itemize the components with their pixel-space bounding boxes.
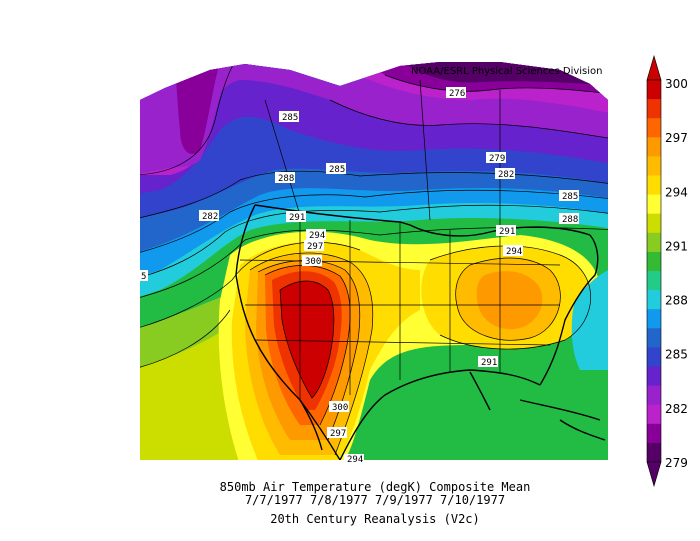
svg-text:288: 288	[278, 174, 294, 184]
svg-text:5: 5	[141, 272, 146, 282]
colorbar-segment	[647, 118, 661, 138]
contour-label: 288	[275, 172, 295, 184]
contour-label: 282	[495, 168, 515, 180]
colorbar-segment	[647, 271, 661, 291]
contour-label: 297	[304, 240, 324, 252]
svg-text:294: 294	[506, 247, 522, 257]
colorbar-segment	[647, 290, 661, 310]
contour-label: 294	[306, 229, 326, 241]
contour-label: 276	[446, 87, 466, 99]
contour-label: 282	[199, 210, 219, 222]
svg-text:300: 300	[332, 403, 348, 413]
colorbar-segment	[647, 137, 661, 157]
contour-label: 297	[327, 427, 347, 439]
colorbar-segment	[647, 194, 661, 215]
svg-text:291: 291	[289, 213, 305, 223]
colorbar-segment	[647, 232, 661, 253]
caption-title: 850mb Air Temperature (degK) Composite M…	[219, 480, 531, 494]
colorbar-tick-label: 291	[665, 239, 688, 253]
map-fill	[140, 62, 608, 460]
contour-label: 294	[344, 454, 364, 465]
contour-labels: 276 285 279 282 285 288 285 288 282 291 …	[140, 87, 579, 465]
svg-text:282: 282	[498, 170, 514, 180]
colorbar-segment	[647, 328, 661, 348]
colorbar-tick-label: 279	[665, 456, 688, 470]
colorbar-tick-label: 300	[665, 77, 688, 91]
colorbar-top-arrow	[646, 54, 662, 81]
colorbar-segment	[647, 442, 661, 463]
svg-text:300: 300	[305, 257, 321, 267]
colorbar-segment	[647, 156, 661, 176]
svg-text:297: 297	[307, 242, 323, 252]
colorbar-tick-label: 285	[665, 348, 688, 362]
colorbar: 300 297 294 291 288 285 282 279	[646, 54, 688, 488]
colorbar-segment	[647, 175, 661, 196]
contour-label: 291	[496, 225, 516, 237]
svg-text:276: 276	[449, 89, 465, 99]
svg-text:285: 285	[562, 192, 578, 202]
contour-label: 291	[286, 211, 306, 223]
colorbar-tick-label: 294	[665, 185, 688, 199]
colorbar-segment	[647, 80, 661, 100]
colorbar-segment	[647, 251, 661, 272]
svg-text:285: 285	[282, 113, 298, 123]
colorbar-segment	[647, 385, 661, 406]
contour-label: 285	[326, 163, 346, 175]
colorbar-segment	[647, 309, 661, 329]
contour-label: 5	[140, 270, 148, 282]
svg-text:285: 285	[329, 165, 345, 175]
colorbar-segment	[647, 423, 661, 444]
svg-text:291: 291	[481, 358, 497, 368]
contour-label: 300	[329, 401, 349, 413]
caption-source: 20th Century Reanalysis (V2c)	[270, 512, 480, 526]
caption-dates: 7/7/1977 7/8/1977 7/9/1977 7/10/1977	[244, 493, 506, 507]
svg-text:297: 297	[330, 429, 346, 439]
svg-text:291: 291	[499, 227, 515, 237]
contour-label: 285	[559, 190, 579, 202]
colorbar-segment	[647, 99, 661, 119]
credit-text: NOAA/ESRL Physical Sciences Division	[411, 66, 603, 77]
colorbar-segment	[647, 404, 661, 425]
contour-label: 288	[559, 213, 579, 225]
colorbar-segment	[647, 213, 661, 234]
colorbar-tick-label: 282	[665, 402, 688, 416]
contour-label: 294	[503, 245, 523, 257]
colorbar-tick-label: 297	[665, 131, 688, 145]
colorbar-tick-label: 288	[665, 294, 688, 308]
svg-text:294: 294	[309, 231, 325, 241]
colorbar-segment	[647, 366, 661, 387]
colorbar-segment	[647, 347, 661, 367]
svg-text:294: 294	[347, 455, 363, 465]
svg-text:279: 279	[489, 154, 505, 164]
svg-text:288: 288	[562, 215, 578, 225]
contour-label: 285	[279, 111, 299, 123]
svg-text:282: 282	[202, 212, 218, 222]
contour-label: 291	[478, 356, 498, 368]
contour-label: 300	[302, 255, 322, 267]
colorbar-bottom-arrow	[646, 461, 662, 488]
contour-label: 279	[486, 152, 506, 164]
